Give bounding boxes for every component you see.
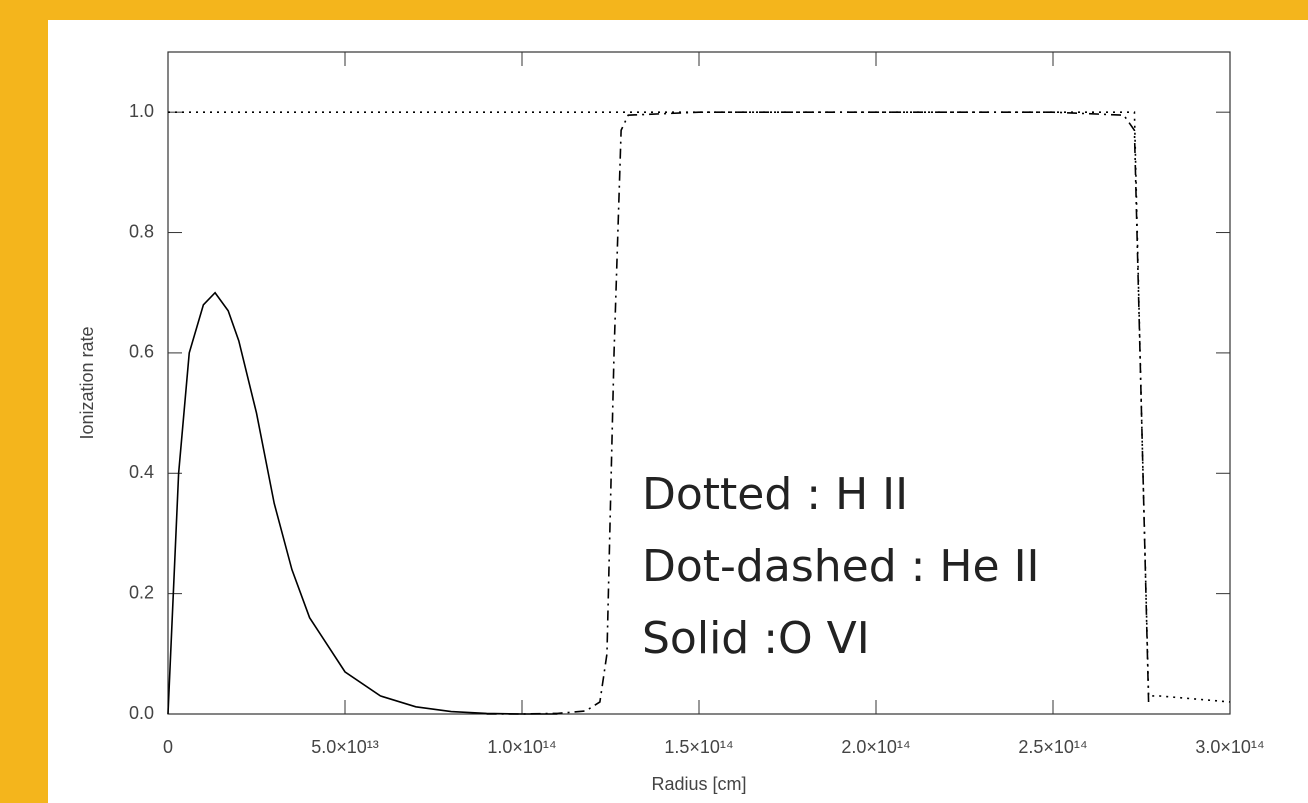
series-line <box>168 111 1231 703</box>
legend-entry: Solid :O VI <box>642 613 870 664</box>
x-axis-label: Radius [cm] <box>651 774 746 794</box>
x-tick-label: 1.0×10¹⁴ <box>487 737 556 757</box>
y-axis-label: Ionization rate <box>77 326 97 439</box>
x-tick-label: 3.0×10¹⁴ <box>1195 737 1264 757</box>
y-tick-label: 0.6 <box>129 342 154 362</box>
series-line <box>486 111 1150 715</box>
y-tick-label: 0.2 <box>129 582 154 602</box>
legend-entry: Dotted : H II <box>642 469 908 520</box>
x-tick-label: 2.0×10¹⁴ <box>841 737 910 757</box>
y-tick-label: 0.4 <box>129 462 154 482</box>
x-tick-label: 0 <box>163 737 173 757</box>
x-tick-label: 5.0×10¹³ <box>311 737 379 757</box>
y-tick-label: 1.0 <box>129 101 154 121</box>
y-tick-label: 0.0 <box>129 703 154 723</box>
x-tick-label: 1.5×10¹⁴ <box>664 737 733 757</box>
legend-entry: Dot-dashed : He II <box>642 541 1040 592</box>
series-line <box>167 291 558 715</box>
y-tick-label: 0.8 <box>129 221 154 241</box>
panel <box>48 20 1308 803</box>
x-tick-label: 2.5×10¹⁴ <box>1018 737 1087 757</box>
